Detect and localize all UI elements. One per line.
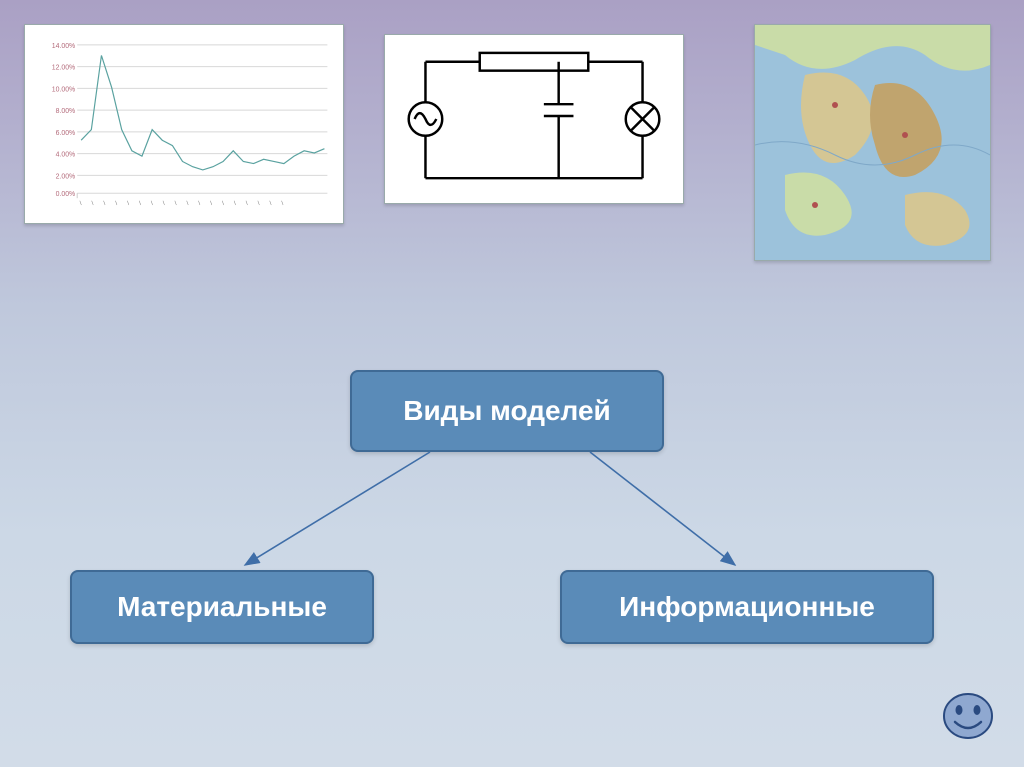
svg-text:/: /: [221, 201, 226, 207]
ylabel: 6.00%: [56, 130, 76, 137]
child-box-information-label: Информационные: [619, 591, 875, 623]
svg-text:/: /: [209, 201, 214, 207]
svg-text:/: /: [162, 201, 167, 207]
ylabel: 4.00%: [56, 152, 76, 159]
child-box-material: Материальные: [70, 570, 374, 644]
svg-text:/: /: [126, 201, 131, 207]
arrow-left: [245, 452, 430, 565]
ylabel: 10.00%: [52, 86, 75, 93]
line-chart-figure: 14.00% 12.00% 10.00% 8.00% 6.00% 4.00% 2…: [24, 24, 344, 224]
child-box-information: Информационные: [560, 570, 934, 644]
ylabel: 8.00%: [56, 108, 76, 115]
line-chart-svg: 14.00% 12.00% 10.00% 8.00% 6.00% 4.00% 2…: [35, 35, 333, 213]
svg-text:/: /: [91, 201, 96, 207]
svg-text:/: /: [186, 201, 191, 207]
chart-series-line: [81, 55, 324, 169]
ylabel: 14.00%: [52, 43, 75, 50]
svg-text:/: /: [281, 201, 286, 207]
svg-text:/: /: [79, 201, 84, 207]
svg-text:/: /: [245, 201, 250, 207]
svg-text:/: /: [103, 201, 108, 207]
svg-text:/: /: [198, 201, 203, 207]
map-figure: [754, 24, 991, 261]
child-box-material-label: Материальные: [117, 591, 327, 623]
ylabel: 12.00%: [52, 65, 75, 72]
arrow-right: [590, 452, 735, 565]
circuit-svg: [395, 45, 673, 193]
svg-text:/: /: [233, 201, 238, 207]
root-box: Виды моделей: [350, 370, 664, 452]
smiley-icon: [942, 690, 994, 742]
ylabel: 0.00%: [56, 191, 76, 198]
svg-text:/: /: [114, 201, 119, 207]
svg-text:/: /: [174, 201, 179, 207]
svg-text:/: /: [257, 201, 262, 207]
root-box-label: Виды моделей: [403, 395, 611, 427]
svg-text:/: /: [138, 201, 143, 207]
top-images-row: 14.00% 12.00% 10.00% 8.00% 6.00% 4.00% 2…: [0, 24, 1024, 261]
ylabel: 2.00%: [56, 173, 76, 180]
svg-text:/: /: [150, 201, 155, 207]
circuit-diagram-figure: [384, 34, 684, 204]
svg-text:/: /: [269, 201, 274, 207]
